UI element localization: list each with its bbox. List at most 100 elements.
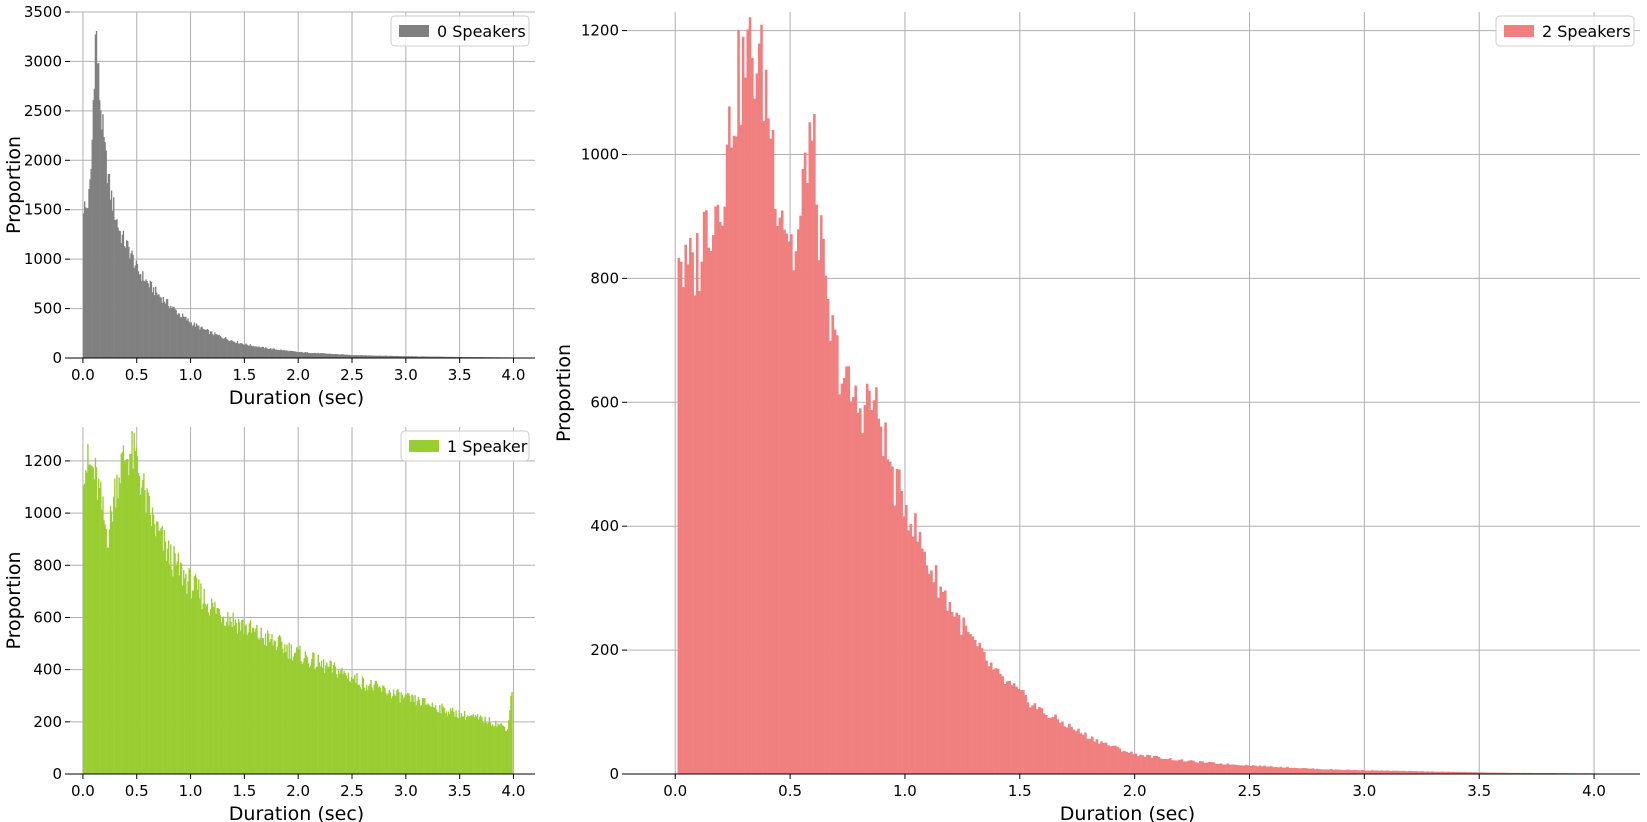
histogram-bar (116, 474, 118, 774)
histogram-bar (88, 189, 90, 358)
histogram-bar (1345, 769, 1349, 774)
histogram-bar (432, 707, 435, 774)
histogram-bar (184, 317, 186, 358)
histogram-bar (1157, 756, 1161, 774)
histogram-bar (1150, 757, 1154, 774)
histogram-bar (269, 348, 271, 358)
histogram-bar (324, 353, 326, 358)
histogram-bar (852, 396, 855, 774)
histogram-bar (247, 345, 249, 358)
histogram-bar (363, 687, 366, 774)
histogram-bar (1164, 758, 1168, 774)
histogram-bar (508, 719, 510, 774)
histogram-bar (336, 677, 339, 774)
histogram-bar (686, 264, 690, 774)
histogram-bar (183, 570, 185, 774)
legend: 0 Speakers (390, 15, 530, 47)
histogram-bar (206, 329, 209, 358)
histogram-bar (1401, 770, 1404, 774)
histogram-bar (362, 678, 365, 774)
histogram-bar (242, 344, 244, 358)
histogram-bar (783, 229, 786, 774)
histogram-bar (257, 637, 259, 774)
histogram-bar (1095, 739, 1099, 774)
histogram-bar (350, 676, 353, 774)
histogram-bar (291, 660, 294, 774)
histogram-bar (1511, 772, 1514, 774)
histogram-bar (1226, 763, 1230, 774)
histogram-bar (1325, 769, 1328, 774)
histogram-bar (82, 485, 85, 774)
histogram-bar (426, 704, 428, 774)
histogram-bar (110, 190, 113, 358)
histogram-bar (1260, 766, 1264, 774)
histogram-bar (1130, 751, 1133, 774)
histogram-bar (1017, 688, 1021, 774)
histogram-bar (95, 31, 98, 358)
histogram-bar (815, 204, 818, 774)
histogram-bar (386, 355, 388, 358)
histogram-bar (117, 498, 119, 774)
histogram-bar (1010, 685, 1014, 774)
histogram-bar (356, 355, 358, 358)
histogram-bar (136, 263, 139, 358)
histogram-bar (1412, 771, 1416, 774)
histogram-bar (194, 326, 197, 358)
y-tick-label: 1200 (581, 22, 619, 40)
histogram-bar (418, 699, 421, 774)
legend-box (400, 430, 530, 462)
histogram-bar (423, 356, 425, 358)
histogram-bar (188, 568, 190, 774)
histogram-bar (172, 306, 174, 358)
histogram-bar (402, 698, 404, 774)
histogram-bar (107, 547, 110, 774)
histogram-bar (971, 636, 975, 774)
histogram-bar (1182, 761, 1186, 774)
histogram-bar (330, 661, 332, 774)
histogram-bar (381, 355, 383, 358)
histogram-bar (434, 356, 437, 358)
histogram-bar (256, 346, 258, 358)
histogram-bar (339, 354, 341, 358)
histogram-bar (1329, 769, 1333, 774)
histogram-bar (133, 432, 135, 774)
histogram-bar (849, 401, 853, 774)
histogram-bar (404, 694, 407, 774)
histogram-bar (298, 649, 300, 774)
y-tick-label: 200 (33, 713, 62, 731)
histogram-bar (414, 695, 416, 774)
histogram-bar (1088, 738, 1092, 774)
histogram-bar (1178, 759, 1181, 774)
histogram-bar (225, 625, 227, 774)
histogram-bar (96, 499, 99, 774)
histogram-bar (278, 634, 281, 774)
histogram-bar (785, 233, 789, 775)
histogram-bar (1028, 707, 1032, 774)
histogram-bar (1125, 751, 1129, 774)
histogram-bar (493, 726, 495, 774)
histogram-bar (443, 707, 445, 774)
histogram-bar (487, 722, 490, 774)
histogram-bar (1035, 709, 1039, 774)
histogram-bar (336, 354, 339, 358)
histogram-bar (1109, 746, 1112, 774)
histogram-bar (1486, 772, 1489, 774)
histogram-bar (280, 641, 283, 774)
histogram-bar (214, 332, 216, 358)
histogram-bar (1026, 702, 1030, 774)
histogram-bar (217, 608, 219, 774)
histogram-bar (1054, 714, 1057, 774)
histogram-bar (769, 138, 773, 774)
histogram-bar (311, 659, 313, 774)
histogram-bar (297, 647, 299, 774)
histogram-bar (409, 695, 411, 774)
histogram-bar (836, 335, 839, 774)
histogram-bar (201, 326, 203, 358)
histogram-bar (1525, 772, 1528, 774)
histogram-bar (345, 354, 347, 358)
histogram-bar (100, 110, 102, 358)
y-axis-label: Proportion (553, 344, 575, 442)
histogram-bar (233, 341, 235, 358)
histogram-bar (235, 622, 238, 774)
histogram-bar (283, 349, 285, 358)
